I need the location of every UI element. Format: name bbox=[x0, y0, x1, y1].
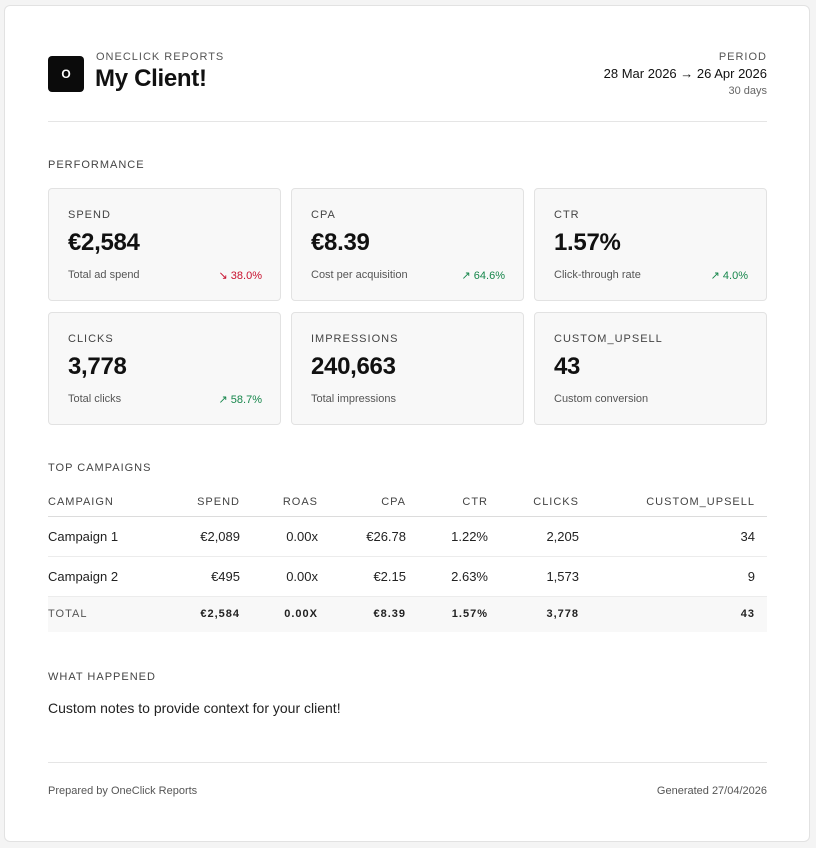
col-header-ctr: CTR bbox=[406, 488, 488, 517]
footer-generated: Generated 27/04/2026 bbox=[656, 785, 767, 797]
metric-description: Cost per acquisition bbox=[311, 269, 408, 281]
cell-total-clicks: 3,778 bbox=[488, 596, 579, 632]
metric-label: CLICKS bbox=[68, 333, 114, 345]
cell-total-roas: 0.00X bbox=[240, 596, 318, 632]
cell-custom-upsell: 34 bbox=[579, 516, 767, 557]
metric-description: Total clicks bbox=[68, 393, 122, 405]
period-label: PERIOD bbox=[718, 51, 767, 63]
col-header-clicks: CLICKS bbox=[488, 488, 579, 517]
brand-name: ONECLICK REPORTS bbox=[96, 51, 225, 63]
col-header-custom-upsell: CUSTOM_UPSELL bbox=[579, 488, 767, 517]
notes-text: Custom notes to provide context for your… bbox=[48, 700, 341, 716]
metric-card-clicks: CLICKS 3,778 Total clicks ↗ 58.7% bbox=[48, 312, 281, 425]
cell-total-spend: €2,584 bbox=[158, 596, 240, 632]
metric-description: Total ad spend bbox=[68, 269, 140, 281]
cell-cpa: €2.15 bbox=[318, 556, 406, 597]
cell-campaign: Campaign 1 bbox=[48, 516, 158, 557]
cell-spend: €495 bbox=[158, 556, 240, 597]
campaigns-title: TOP CAMPAIGNS bbox=[48, 462, 152, 474]
period-days: 30 days bbox=[728, 85, 767, 97]
period-range: 28 Mar 2026 → 26 Apr 2026 bbox=[603, 66, 767, 81]
cell-clicks: 1,573 bbox=[488, 556, 579, 597]
footer-prepared: Prepared by OneClick Reports bbox=[48, 785, 198, 797]
client-title: My Client! bbox=[95, 65, 207, 92]
cell-total-cpa: €8.39 bbox=[318, 596, 406, 632]
metric-delta: ↗ 4.0% bbox=[710, 270, 748, 282]
cell-ctr: 2.63% bbox=[406, 556, 488, 597]
report-card: O ONECLICK REPORTS My Client! PERIOD 28 … bbox=[4, 5, 810, 842]
metric-description: Click-through rate bbox=[554, 269, 641, 281]
metric-card-custom-upsell: CUSTOM_UPSELL 43 Custom conversion bbox=[534, 312, 767, 425]
col-header-campaign: CAMPAIGN bbox=[48, 488, 158, 517]
metric-value: €2,584 bbox=[68, 229, 140, 256]
metric-description: Total impressions bbox=[311, 393, 396, 405]
table-header-row: CAMPAIGN SPEND ROAS CPA CTR CLICKS CUSTO… bbox=[48, 488, 767, 517]
metric-card-cpa: CPA €8.39 Cost per acquisition ↗ 64.6% bbox=[291, 188, 524, 301]
performance-title: PERFORMANCE bbox=[48, 159, 145, 171]
cell-campaign: Campaign 2 bbox=[48, 556, 158, 597]
metric-label: CTR bbox=[554, 209, 580, 221]
footer-divider bbox=[48, 762, 767, 763]
cell-spend: €2,089 bbox=[158, 516, 240, 557]
metric-value: 43 bbox=[554, 353, 581, 380]
brand-logo: O bbox=[48, 56, 84, 92]
metric-value: 240,663 bbox=[311, 353, 396, 380]
metric-delta: ↗ 58.7% bbox=[218, 394, 262, 406]
metric-delta: ↗ 64.6% bbox=[461, 270, 505, 282]
metric-label: CPA bbox=[311, 209, 336, 221]
cell-roas: 0.00x bbox=[240, 556, 318, 597]
metric-value: €8.39 bbox=[311, 229, 370, 256]
metric-value: 3,778 bbox=[68, 353, 127, 380]
cell-ctr: 1.22% bbox=[406, 516, 488, 557]
metric-delta: ↘ 38.0% bbox=[218, 270, 262, 282]
metric-card-impressions: IMPRESSIONS 240,663 Total impressions bbox=[291, 312, 524, 425]
col-header-spend: SPEND bbox=[158, 488, 240, 517]
cell-clicks: 2,205 bbox=[488, 516, 579, 557]
table-total-row: TOTAL €2,584 0.00X €8.39 1.57% 3,778 43 bbox=[48, 596, 767, 632]
metric-value: 1.57% bbox=[554, 229, 621, 256]
table-row: Campaign 2 €495 0.00x €2.15 2.63% 1,573 … bbox=[48, 556, 767, 597]
brand-logo-letter: O bbox=[61, 67, 71, 81]
metric-label: CUSTOM_UPSELL bbox=[554, 333, 663, 345]
cell-roas: 0.00x bbox=[240, 516, 318, 557]
cell-cpa: €26.78 bbox=[318, 516, 406, 557]
cell-total-custom-upsell: 43 bbox=[579, 596, 767, 632]
col-header-cpa: CPA bbox=[318, 488, 406, 517]
metric-label: IMPRESSIONS bbox=[311, 333, 399, 345]
period-block: PERIOD 28 Mar 2026 → 26 Apr 2026 30 days bbox=[604, 51, 767, 97]
cell-custom-upsell: 9 bbox=[579, 556, 767, 597]
metric-description: Custom conversion bbox=[554, 393, 649, 405]
table-row: Campaign 1 €2,089 0.00x €26.78 1.22% 2,2… bbox=[48, 516, 767, 557]
notes-title: WHAT HAPPENED bbox=[48, 671, 156, 683]
campaigns-table: CAMPAIGN SPEND ROAS CPA CTR CLICKS CUSTO… bbox=[48, 488, 767, 632]
cell-total-ctr: 1.57% bbox=[406, 596, 488, 632]
col-header-roas: ROAS bbox=[240, 488, 318, 517]
cell-total-label: TOTAL bbox=[48, 596, 158, 632]
metric-card-ctr: CTR 1.57% Click-through rate ↗ 4.0% bbox=[534, 188, 767, 301]
metric-card-spend: SPEND €2,584 Total ad spend ↘ 38.0% bbox=[48, 188, 281, 301]
metric-label: SPEND bbox=[68, 209, 111, 221]
report-header: O ONECLICK REPORTS My Client! PERIOD 28 … bbox=[48, 48, 767, 108]
header-divider bbox=[48, 121, 767, 122]
